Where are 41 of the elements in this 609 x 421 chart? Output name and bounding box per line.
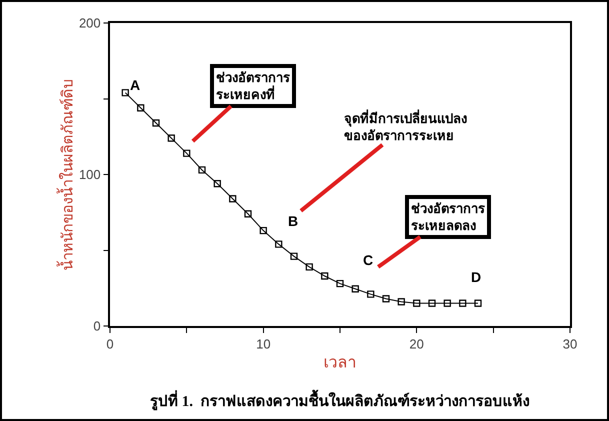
annotation: C: [363, 252, 374, 268]
point: [336, 280, 344, 288]
point: [198, 166, 206, 174]
point: [229, 195, 236, 202]
point: [459, 300, 466, 307]
point: [214, 180, 221, 188]
annotation: B: [288, 213, 298, 229]
point: [474, 300, 482, 307]
point: [152, 119, 160, 127]
point: [122, 89, 129, 96]
y-axis-title: น้ำหนักของน้ำในผลิตภัณฑ์ดิบ: [56, 78, 77, 270]
point: [290, 252, 298, 260]
annotation: ช่วงอัตราการ ระเหยคงที่: [216, 70, 290, 102]
x-axis-title: เวลา: [324, 354, 356, 372]
point: [413, 300, 420, 307]
point: [428, 300, 436, 307]
point: [275, 240, 282, 248]
point: [398, 298, 405, 306]
x-tick-label: 30: [562, 336, 578, 352]
y-tick-label: 200: [78, 16, 101, 31]
point: [382, 295, 390, 302]
point: [137, 104, 144, 112]
annotation: D: [471, 269, 482, 285]
annotation: A: [130, 77, 140, 93]
point: [244, 210, 252, 218]
point: [321, 272, 328, 280]
point: [444, 300, 451, 307]
annotation: ช่วงอัตราการ ระเหยลดลง: [411, 201, 485, 233]
x-tick-label: 0: [106, 336, 114, 352]
y-tick-label: 0: [93, 318, 101, 334]
point: [367, 290, 374, 298]
point: [306, 263, 313, 271]
text: รูปที่ 1. กราฟแสดงความชื้นในผลิตภัณฑ์ระหว่างการอบแห้ง: [150, 389, 530, 411]
y-tick-label: 100: [78, 167, 101, 182]
annotation: จุดที่มีการเปลี่ยนแปลง ของอัตราการระเหย: [344, 109, 467, 143]
point: [260, 226, 267, 234]
point: [183, 150, 190, 157]
point: [352, 285, 359, 292]
x-tick-label: 20: [409, 336, 424, 352]
x-tick-label: 10: [256, 336, 271, 352]
point: [168, 134, 175, 142]
